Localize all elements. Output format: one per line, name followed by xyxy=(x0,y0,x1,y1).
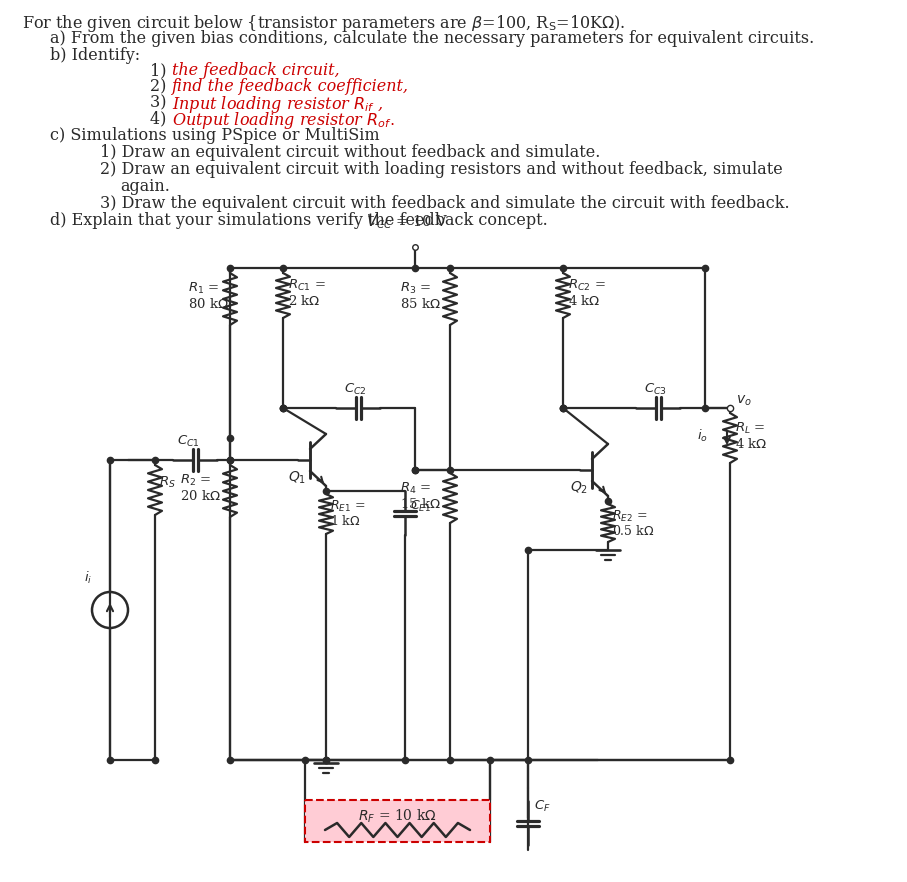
Text: $R_3$ =: $R_3$ = xyxy=(400,281,432,296)
Text: $i_i$: $i_i$ xyxy=(84,570,93,587)
Text: 1): 1) xyxy=(150,62,171,79)
Text: c) Simulations using PSpice or MultiSim: c) Simulations using PSpice or MultiSim xyxy=(50,127,380,144)
Text: 85 k$\Omega$: 85 k$\Omega$ xyxy=(400,297,441,311)
Text: b) Identify:: b) Identify: xyxy=(50,47,140,64)
Text: $R_{C2}$ =: $R_{C2}$ = xyxy=(568,278,606,293)
Text: $R_{C1}$ =: $R_{C1}$ = xyxy=(288,278,326,293)
Text: again.: again. xyxy=(120,178,170,195)
Text: the feedback circuit,: the feedback circuit, xyxy=(172,62,339,79)
Text: find the feedback coefficient,: find the feedback coefficient, xyxy=(172,78,409,95)
Text: 80 k$\Omega$: 80 k$\Omega$ xyxy=(188,297,229,311)
Text: $v_o$: $v_o$ xyxy=(736,394,752,408)
Text: $C_{C1}$: $C_{C1}$ xyxy=(177,434,200,449)
Text: 4 k$\Omega$: 4 k$\Omega$ xyxy=(568,294,600,308)
Text: 1) Draw an equivalent circuit without feedback and simulate.: 1) Draw an equivalent circuit without fe… xyxy=(100,144,600,161)
Text: 2 k$\Omega$: 2 k$\Omega$ xyxy=(288,294,320,308)
Text: For the given circuit below {transistor parameters are $\beta$=100, R$_\mathsf{S: For the given circuit below {transistor … xyxy=(22,13,626,34)
Text: $Q_2$: $Q_2$ xyxy=(570,480,588,497)
Text: Output loading resistor $R_{of}.$: Output loading resistor $R_{of}.$ xyxy=(172,110,395,131)
Text: $R_L$ =: $R_L$ = xyxy=(735,421,766,436)
Text: 20 k$\Omega$: 20 k$\Omega$ xyxy=(180,489,220,503)
FancyBboxPatch shape xyxy=(305,800,490,842)
Text: $R_S$: $R_S$ xyxy=(159,475,176,490)
Text: $R_{E1}$ =: $R_{E1}$ = xyxy=(330,499,366,514)
Text: d) Explain that your simulations verify the feedback concept.: d) Explain that your simulations verify … xyxy=(50,212,548,229)
Text: $R_4$ =: $R_4$ = xyxy=(400,481,432,496)
Text: $V_{CC}$ = 10 V: $V_{CC}$ = 10 V xyxy=(366,213,448,231)
Text: 15 k$\Omega$: 15 k$\Omega$ xyxy=(400,497,441,511)
Text: a) From the given bias conditions, calculate the necessary parameters for equiva: a) From the given bias conditions, calcu… xyxy=(50,30,814,47)
Text: $Q_1$: $Q_1$ xyxy=(288,470,307,486)
Text: $i_o$: $i_o$ xyxy=(697,428,708,445)
Text: $R_F$ = 10 k$\Omega$: $R_F$ = 10 k$\Omega$ xyxy=(358,808,437,826)
Text: $R_1$ =: $R_1$ = xyxy=(188,281,219,296)
Text: 3) Draw the equivalent circuit with feedback and simulate the circuit with feedb: 3) Draw the equivalent circuit with feed… xyxy=(100,195,790,212)
Text: 4): 4) xyxy=(150,110,171,127)
Text: $R_2$ =: $R_2$ = xyxy=(180,473,211,488)
Text: $C_{C3}$: $C_{C3}$ xyxy=(644,382,667,397)
Text: 4 k$\Omega$: 4 k$\Omega$ xyxy=(735,437,767,451)
Text: 3): 3) xyxy=(150,94,171,111)
Text: 1 k$\Omega$: 1 k$\Omega$ xyxy=(330,514,361,528)
Text: 2) Draw an equivalent circuit with loading resistors and without feedback, simul: 2) Draw an equivalent circuit with loadi… xyxy=(100,161,783,178)
Text: $C_{E1}$: $C_{E1}$ xyxy=(410,499,431,514)
Text: Input loading resistor $R_{if}$ ,: Input loading resistor $R_{if}$ , xyxy=(172,94,384,115)
Text: $C_{C2}$: $C_{C2}$ xyxy=(344,382,366,397)
Text: 2): 2) xyxy=(150,78,171,95)
Text: 0.5 k$\Omega$: 0.5 k$\Omega$ xyxy=(612,524,655,538)
Text: $R_{E2}$ =: $R_{E2}$ = xyxy=(612,509,648,524)
Text: $C_F$: $C_F$ xyxy=(534,799,551,814)
